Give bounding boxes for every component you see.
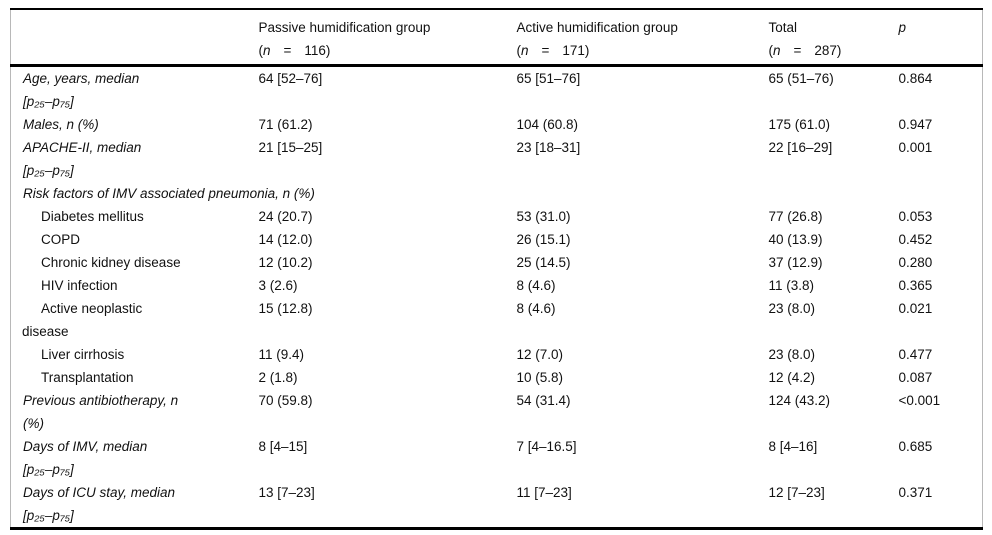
cell-passive: 64 [52–76] [258, 71, 323, 86]
row-label: Age, years, median [p₂₅–p₇₅] [23, 71, 140, 109]
cell-total: 37 (12.9) [768, 255, 823, 270]
cell-p-value: 0.365 [898, 278, 933, 293]
cell-passive: 2 (1.8) [258, 370, 298, 385]
row-label: HIV infection [41, 278, 118, 293]
row-label: COPD [41, 232, 81, 247]
col-header-total-n: (n = 287) [768, 43, 842, 58]
cell-total: 77 (26.8) [768, 209, 823, 224]
cell-active: 23 [18–31] [516, 140, 581, 155]
cell-total: 8 [4–16] [768, 439, 818, 454]
cell-total: 11 (3.8) [768, 278, 815, 293]
row-label: Previous antibiotherapy, n (%) [23, 393, 179, 431]
cell-total: 40 (13.9) [768, 232, 823, 247]
col-header-total: Total (n = 287) [768, 9, 899, 67]
row-label: Active neoplastic disease [22, 301, 143, 339]
cell-total: 23 (8.0) [768, 347, 816, 362]
table-row-diabetes: Diabetes mellitus 24 (20.7) 53 (31.0) 77… [11, 205, 983, 228]
table-row-males: Males, n (%) 71 (61.2) 104 (60.8) 175 (6… [11, 113, 983, 136]
cell-p-value: 0.053 [898, 209, 933, 224]
col-header-stub [10, 9, 259, 67]
cell-passive: 24 (20.7) [258, 209, 313, 224]
cell-passive: 21 [15–25] [258, 140, 323, 155]
row-label: Days of IMV, median [p₂₅–p₇₅] [23, 439, 148, 477]
cell-passive: 14 (12.0) [258, 232, 313, 247]
cell-total: 22 [16–29] [768, 140, 833, 155]
table-row-risk-factors-section: Risk factors of IMV associated pneumonia… [11, 182, 983, 205]
col-header-total-title: Total [768, 20, 798, 35]
table-row-days-icu: Days of ICU stay, median [p₂₅–p₇₅] 13 [7… [11, 481, 983, 529]
cell-passive: 3 (2.6) [258, 278, 298, 293]
cell-passive: 70 (59.8) [258, 393, 313, 408]
cell-active: 104 (60.8) [516, 117, 579, 132]
cell-p-value: 0.087 [898, 370, 933, 385]
cell-p-value: 0.371 [898, 485, 933, 500]
col-header-active-title: Active humidification group [516, 20, 678, 35]
table-row-days-imv: Days of IMV, median [p₂₅–p₇₅] 8 [4–15] 7… [11, 435, 983, 481]
row-label: Days of ICU stay, median [p₂₅–p₇₅] [23, 485, 176, 523]
cell-total: 12 (4.2) [768, 370, 816, 385]
cell-active: 7 [4–16.5] [516, 439, 577, 454]
cell-active: 10 (5.8) [516, 370, 564, 385]
cell-active: 26 (15.1) [516, 232, 571, 247]
cell-passive: 15 (12.8) [258, 301, 313, 316]
cell-total: 124 (43.2) [768, 393, 831, 408]
header-row: Passive humidification group (n = 116) Act… [10, 9, 983, 67]
cell-active: 54 (31.4) [516, 393, 571, 408]
row-label: Chronic kidney disease [41, 255, 181, 270]
cell-p-value: 0.864 [898, 71, 933, 86]
table-row-apache: APACHE-II, median [p₂₅–p₇₅] 21 [15–25] 2… [11, 136, 983, 182]
col-header-active-n: (n = 171) [516, 43, 590, 58]
col-header-passive-title: Passive humidification group [258, 20, 431, 35]
cell-p-value: 0.452 [898, 232, 933, 247]
table-row-liver-cirrhosis: Liver cirrhosis 11 (9.4) 12 (7.0) 23 (8.… [11, 343, 983, 366]
cell-p-value: <0.001 [898, 393, 941, 408]
cell-p-value: 0.021 [898, 301, 933, 316]
row-label: Liver cirrhosis [41, 347, 125, 362]
cell-passive: 71 (61.2) [258, 117, 313, 132]
table-row-neoplastic: Active neoplastic disease 15 (12.8) 8 (4… [11, 297, 983, 343]
table-row-transplantation: Transplantation 2 (1.8) 10 (5.8) 12 (4.2… [11, 366, 983, 389]
table-body: Age, years, median [p₂₅–p₇₅] 64 [52–76] … [11, 66, 983, 529]
cell-p-value: 0.947 [898, 117, 933, 132]
cell-total: 65 (51–76) [768, 71, 834, 86]
table-row-previous-antibiotherapy: Previous antibiotherapy, n (%) 70 (59.8)… [11, 389, 983, 435]
cell-passive: 12 (10.2) [258, 255, 313, 270]
cell-passive: 13 [7–23] [258, 485, 315, 500]
cell-active: 53 (31.0) [516, 209, 571, 224]
row-label: Diabetes mellitus [41, 209, 144, 224]
cell-passive: 11 (9.4) [258, 347, 305, 362]
cell-active: 11 [7–23] [516, 485, 572, 500]
col-header-p-value: p [898, 9, 983, 67]
table-row-chronic-kidney: Chronic kidney disease 12 (10.2) 25 (14.… [11, 251, 983, 274]
cell-active: 25 (14.5) [516, 255, 571, 270]
col-header-passive-n: (n = 116) [258, 43, 331, 58]
table-row-hiv: HIV infection 3 (2.6) 8 (4.6) 11 (3.8) 0… [11, 274, 983, 297]
cell-passive: 8 [4–15] [258, 439, 308, 454]
row-label: Males, n (%) [23, 117, 99, 132]
cell-total: 12 [7–23] [768, 485, 825, 500]
cell-total: 175 (61.0) [768, 117, 831, 132]
cell-p-value: 0.477 [898, 347, 933, 362]
cell-active: 12 (7.0) [516, 347, 564, 362]
table-row-copd: COPD 14 (12.0) 26 (15.1) 40 (13.9) 0.452 [11, 228, 983, 251]
cell-p-value: 0.685 [898, 439, 933, 454]
cell-active: 8 (4.6) [516, 278, 556, 293]
row-label: Transplantation [41, 370, 134, 385]
row-label: APACHE-II, median [p₂₅–p₇₅] [23, 140, 142, 178]
col-header-active-group: Active humidification group (n = 171) [516, 9, 769, 67]
section-header: Risk factors of IMV associated pneumonia… [23, 186, 315, 201]
table-header: Passive humidification group (n = 116) Act… [10, 9, 983, 67]
patient-characteristics-table: Passive humidification group (n = 116) Act… [10, 8, 983, 530]
col-header-passive-group: Passive humidification group (n = 116) [258, 9, 517, 67]
cell-total: 23 (8.0) [768, 301, 816, 316]
cell-p-value: 0.001 [898, 140, 933, 155]
table-row-age: Age, years, median [p₂₅–p₇₅] 64 [52–76] … [11, 66, 983, 114]
cell-active: 8 (4.6) [516, 301, 556, 316]
cell-p-value: 0.280 [898, 255, 933, 270]
cell-active: 65 [51–76] [516, 71, 581, 86]
